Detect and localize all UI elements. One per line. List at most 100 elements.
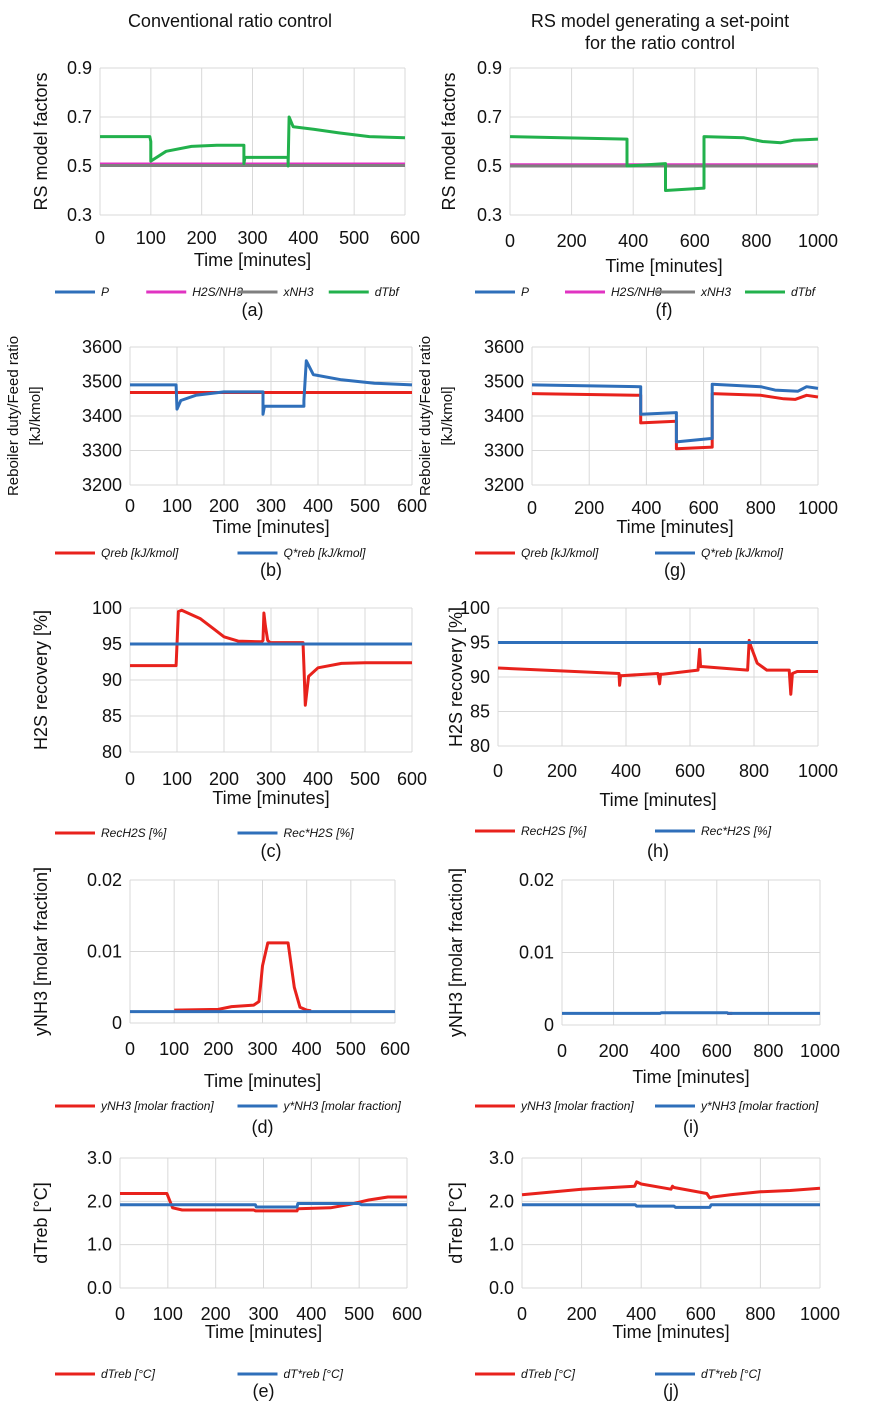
x-tick-label: 400 bbox=[631, 498, 661, 518]
y-tick-label: 95 bbox=[470, 633, 490, 653]
x-tick-label: 200 bbox=[201, 1304, 231, 1324]
y-axis-label: yNH3 [molar fraction] bbox=[446, 868, 466, 1037]
x-tick-label: 0 bbox=[125, 769, 135, 789]
legend-label: dTreb [°C] bbox=[101, 1367, 156, 1381]
legend-label: dT*reb [°C] bbox=[284, 1367, 344, 1381]
x-tick-label: 1000 bbox=[798, 498, 838, 518]
x-tick-label: 1000 bbox=[798, 231, 838, 251]
x-tick-label: 400 bbox=[292, 1039, 322, 1059]
x-axis-label: Time [minutes] bbox=[605, 256, 722, 276]
y-tick-label: 3400 bbox=[82, 406, 122, 426]
y-tick-label: 0.02 bbox=[87, 870, 122, 890]
y-tick-label: 80 bbox=[102, 742, 122, 762]
panel-label: (j) bbox=[663, 1381, 679, 1401]
legend-label: Qreb [kJ/kmol] bbox=[521, 546, 599, 560]
x-tick-label: 600 bbox=[390, 228, 420, 248]
panel-label: (c) bbox=[261, 841, 282, 861]
chart-panel-f: 0.3 0.5 0.7 0.9 0 200 400 600 800 1000 Time [minut… bbox=[439, 58, 838, 320]
y-axis-label: yNH3 [molar fraction] bbox=[31, 867, 51, 1036]
y-tick-label: 3500 bbox=[82, 372, 122, 392]
legend-label: dT*reb [°C] bbox=[701, 1367, 761, 1381]
x-tick-label: 0 bbox=[517, 1304, 527, 1324]
legend-label: RecH2S [%] bbox=[521, 824, 587, 838]
y-tick-label: 100 bbox=[460, 598, 490, 618]
x-tick-label: 500 bbox=[339, 228, 369, 248]
legend-label: dTreb [°C] bbox=[521, 1367, 576, 1381]
legend-label: dTbf bbox=[375, 285, 401, 299]
legend-label: xNH3 bbox=[283, 285, 314, 299]
x-tick-label: 0 bbox=[115, 1304, 125, 1324]
y-tick-label: 0.9 bbox=[67, 58, 92, 78]
y-tick-label: 0.01 bbox=[519, 943, 554, 963]
legend-label: Rec*H2S [%] bbox=[701, 824, 772, 838]
y-tick-label: 0.3 bbox=[67, 205, 92, 225]
series-line-c-0 bbox=[130, 608, 412, 707]
y-tick-label: 0.01 bbox=[87, 942, 122, 962]
legend-label: H2S/NH3 bbox=[192, 285, 243, 299]
legend-label: y*NH3 [molar fraction] bbox=[700, 1099, 819, 1113]
y-tick-label: 3600 bbox=[82, 337, 122, 357]
legend-label: yNH3 [molar fraction] bbox=[100, 1099, 214, 1113]
x-tick-label: 100 bbox=[162, 769, 192, 789]
y-tick-label: 3300 bbox=[82, 441, 122, 461]
x-tick-label: 800 bbox=[746, 498, 776, 518]
y-tick-label: 0.02 bbox=[519, 870, 554, 890]
panel-label: (f) bbox=[656, 300, 673, 320]
x-tick-label: 600 bbox=[397, 496, 427, 516]
y-tick-label: 100 bbox=[92, 598, 122, 618]
x-tick-label: 0 bbox=[557, 1041, 567, 1061]
x-tick-label: 500 bbox=[336, 1039, 366, 1059]
x-tick-label: 200 bbox=[203, 1039, 233, 1059]
chart-panel-e: 0.0 1.0 2.0 3.0 0 100 200 300 400 500 600 Time [min… bbox=[31, 1148, 422, 1401]
y-tick-label: 3300 bbox=[484, 441, 524, 461]
x-tick-label: 400 bbox=[626, 1304, 656, 1324]
x-tick-label: 300 bbox=[248, 1304, 278, 1324]
x-tick-label: 600 bbox=[689, 498, 719, 518]
x-tick-label: 800 bbox=[753, 1041, 783, 1061]
y-tick-label: 3.0 bbox=[489, 1148, 514, 1168]
series-line-a-3 bbox=[100, 115, 406, 168]
chart-panel-a: 0.3 0.5 0.7 0.9 0 100 200 300 400 500 600 Time [min… bbox=[31, 58, 420, 320]
series-line-i-1 bbox=[562, 1011, 820, 1015]
series-line-h-0 bbox=[497, 638, 818, 696]
legend-label: dTbf bbox=[791, 285, 817, 299]
y-tick-label: 0.5 bbox=[477, 156, 502, 176]
x-tick-label: 500 bbox=[350, 769, 380, 789]
y-tick-label: 3200 bbox=[82, 475, 122, 495]
x-axis-label: Time [minutes] bbox=[205, 1322, 322, 1342]
y-tick-label: 85 bbox=[470, 702, 490, 722]
y-tick-label: 1.0 bbox=[87, 1235, 112, 1255]
y-tick-label: 90 bbox=[102, 670, 122, 690]
series-line-g-1 bbox=[531, 382, 819, 444]
y-axis-label: dTreb [°C] bbox=[446, 1182, 466, 1264]
x-tick-label: 500 bbox=[350, 496, 380, 516]
x-tick-label: 0 bbox=[125, 1039, 135, 1059]
x-axis-label: Time [minutes] bbox=[212, 788, 329, 808]
x-tick-label: 800 bbox=[741, 231, 771, 251]
y-tick-label: 0.5 bbox=[67, 156, 92, 176]
x-tick-label: 0 bbox=[493, 761, 503, 781]
panel-label: (h) bbox=[647, 841, 669, 861]
x-tick-label: 100 bbox=[159, 1039, 189, 1059]
x-tick-label: 200 bbox=[567, 1304, 597, 1324]
x-tick-label: 200 bbox=[557, 231, 587, 251]
legend-label: y*NH3 [molar fraction] bbox=[283, 1099, 402, 1113]
x-tick-label: 300 bbox=[237, 228, 267, 248]
x-tick-label: 300 bbox=[247, 1039, 277, 1059]
legend-label: P bbox=[101, 285, 109, 299]
legend-label: Qreb [kJ/kmol] bbox=[101, 546, 179, 560]
legend-label: P bbox=[521, 285, 529, 299]
right-column-title-line-2: for the ratio control bbox=[584, 33, 736, 53]
series-line-b-1 bbox=[130, 359, 413, 416]
x-tick-label: 400 bbox=[650, 1041, 680, 1061]
series-line-j-0 bbox=[521, 1180, 821, 1200]
x-axis-label: Time [minutes] bbox=[632, 1067, 749, 1087]
y-tick-label: 3400 bbox=[484, 406, 524, 426]
series-line-f-3 bbox=[509, 135, 819, 192]
y-axis-label: [kJ/kmol] bbox=[439, 386, 456, 445]
x-tick-label: 600 bbox=[702, 1041, 732, 1061]
x-tick-label: 600 bbox=[680, 231, 710, 251]
y-tick-label: 3200 bbox=[484, 475, 524, 495]
x-tick-label: 200 bbox=[187, 228, 217, 248]
y-tick-label: 0.0 bbox=[489, 1278, 514, 1298]
